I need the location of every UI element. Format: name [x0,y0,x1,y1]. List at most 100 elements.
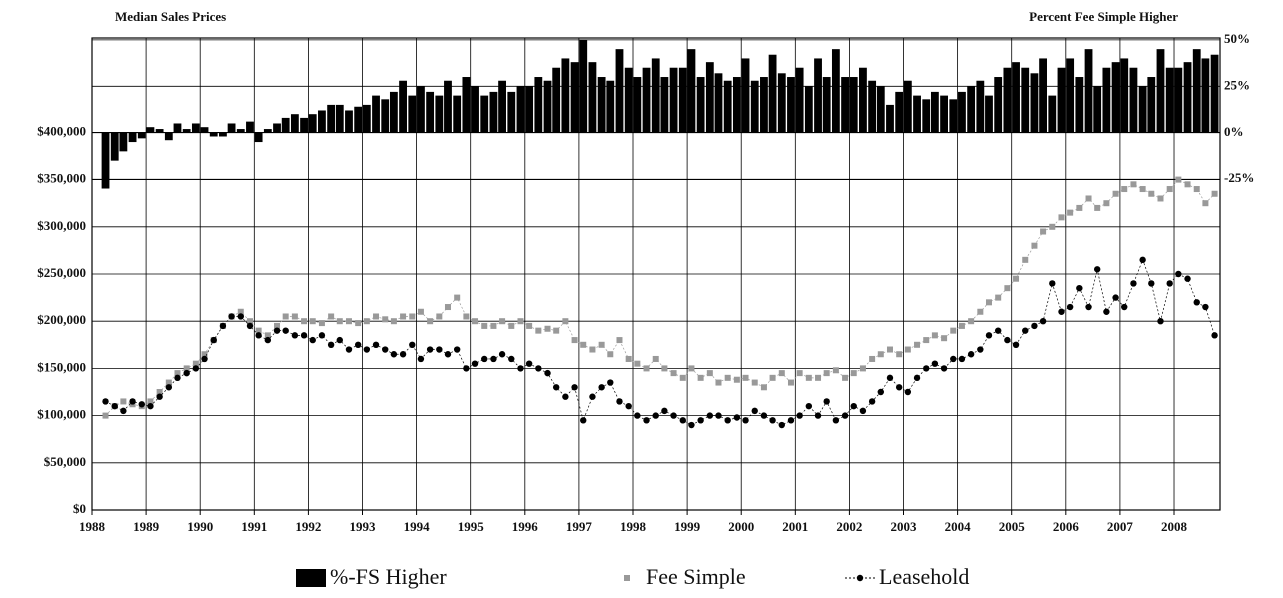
point [1166,186,1173,193]
point [165,379,172,386]
point [1067,209,1074,216]
point [904,346,911,353]
point [1139,186,1146,193]
bar [787,77,795,133]
bar [967,86,976,133]
point [625,355,632,362]
point [562,318,569,325]
point [390,351,398,358]
bar [110,132,119,161]
point [652,355,659,362]
bar [985,95,993,133]
bar [543,80,552,133]
point [1121,186,1128,193]
bar [804,86,813,133]
point [481,322,488,329]
bar [913,95,921,133]
point [291,332,299,339]
point [688,421,695,429]
point [517,318,524,325]
bar [335,104,344,133]
point [995,294,1002,301]
x-tick-label: 1997 [566,519,593,534]
plot-frame [91,37,1221,511]
point [525,360,533,367]
point [463,365,470,372]
series-line [105,179,1215,416]
y-tick-label: $150,000 [37,359,86,374]
bar [849,77,858,133]
bar [119,132,128,152]
point [1004,285,1011,292]
bar [273,123,281,133]
bar [633,77,642,133]
x-tick-label: 2006 [1053,519,1080,534]
point [796,412,803,419]
point [327,341,335,348]
bar [831,49,840,133]
point [562,393,569,400]
x-tick-label: 1996 [512,519,539,534]
point [950,327,957,334]
x-tick-label: 1988 [79,519,106,534]
point [318,332,326,339]
point [102,412,109,419]
point [796,370,803,377]
point [607,379,614,386]
bar [146,127,155,133]
bar [624,67,633,133]
bar [236,129,245,133]
y-tick-label: $300,000 [37,218,86,233]
bar [209,132,218,137]
point [328,313,335,320]
point [345,346,353,353]
point [301,318,308,325]
point [1112,294,1119,301]
point [706,370,713,377]
point [679,374,686,381]
bar [732,77,741,133]
point [1066,303,1074,311]
point [868,398,876,405]
point [850,402,857,410]
point [1193,299,1200,306]
point [958,355,966,363]
point [823,398,830,405]
legend-label: Fee Simple [646,564,746,589]
point [102,398,109,405]
point [931,332,938,339]
y-tick-label: $200,000 [37,312,86,327]
point [174,370,181,377]
point [616,337,623,344]
bar [930,91,939,133]
point [814,412,822,419]
point [1076,204,1083,211]
bar [498,80,506,133]
point [760,412,768,419]
point [1040,228,1047,235]
point [1112,190,1119,197]
point [832,367,839,374]
bar [777,73,786,133]
point [1184,275,1191,282]
point [309,336,316,344]
point [526,322,533,329]
bar [1174,67,1183,133]
bar [444,80,452,133]
bar [155,129,164,133]
point [580,341,587,348]
point [661,407,668,415]
x-tick-label: 1994 [404,519,431,534]
point [589,346,596,353]
point [120,407,127,415]
bar [408,95,417,133]
point [968,318,975,325]
point [580,417,587,424]
bar [940,95,948,133]
x-tick-label: 1991 [241,519,267,534]
legend: %-FS Higher Fee Simple Leasehold [296,564,969,589]
bar [552,67,561,133]
bar [1093,86,1102,133]
bar [822,77,831,133]
